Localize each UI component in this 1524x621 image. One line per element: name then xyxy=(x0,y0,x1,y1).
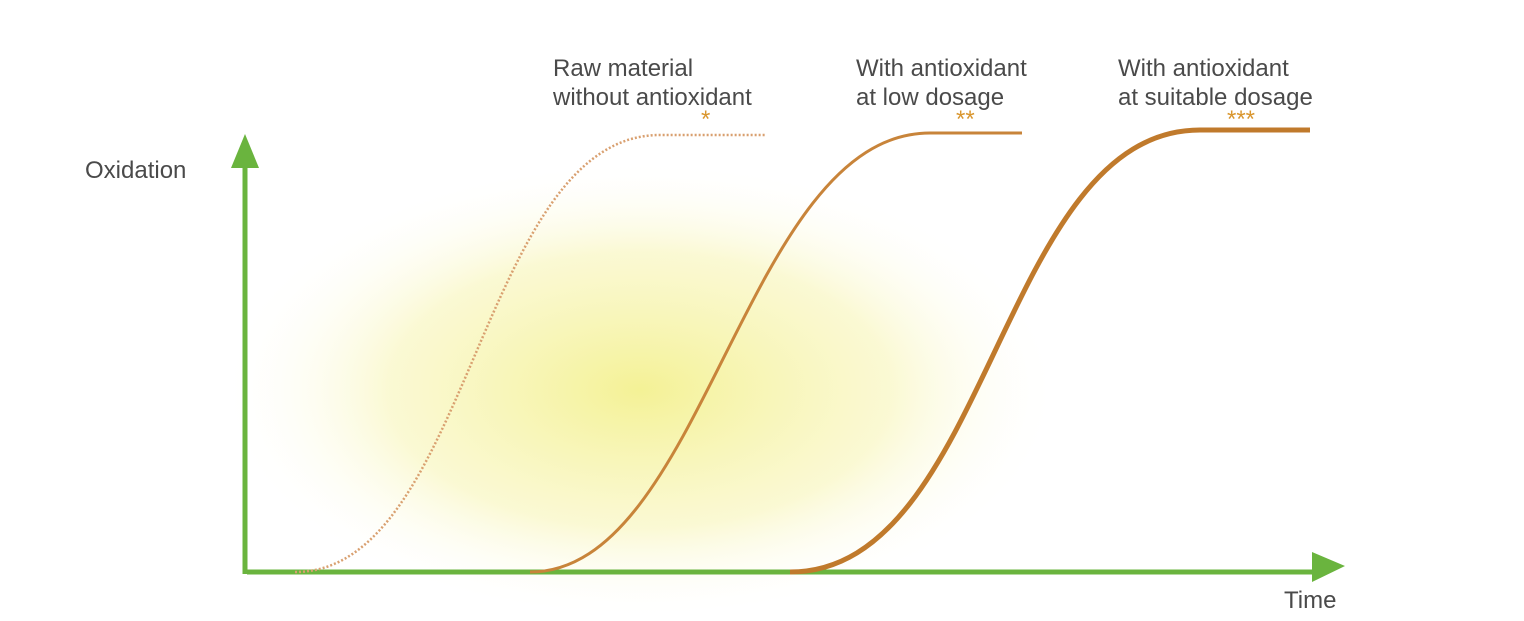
y-axis-arrow xyxy=(231,134,259,168)
background-glow xyxy=(220,160,1060,620)
x-axis-label: Time xyxy=(1284,587,1336,614)
curve-marker: * xyxy=(701,106,710,133)
y-axis-label: Oxidation xyxy=(85,157,186,184)
curve-label: With antioxidant xyxy=(856,55,1027,82)
curve-label: at low dosage xyxy=(856,84,1004,111)
x-axis-arrow xyxy=(1312,552,1345,582)
curve-label: Raw material xyxy=(553,55,693,82)
curve-suitable-dosage xyxy=(789,127,1310,575)
curve-low-dosage xyxy=(529,131,1022,574)
curve-label: without antioxidant xyxy=(552,84,752,111)
curve-label: at suitable dosage xyxy=(1118,84,1313,111)
curve-label: With antioxidant xyxy=(1118,55,1289,82)
curve-marker: *** xyxy=(1227,106,1255,133)
curve-marker: ** xyxy=(956,106,975,133)
